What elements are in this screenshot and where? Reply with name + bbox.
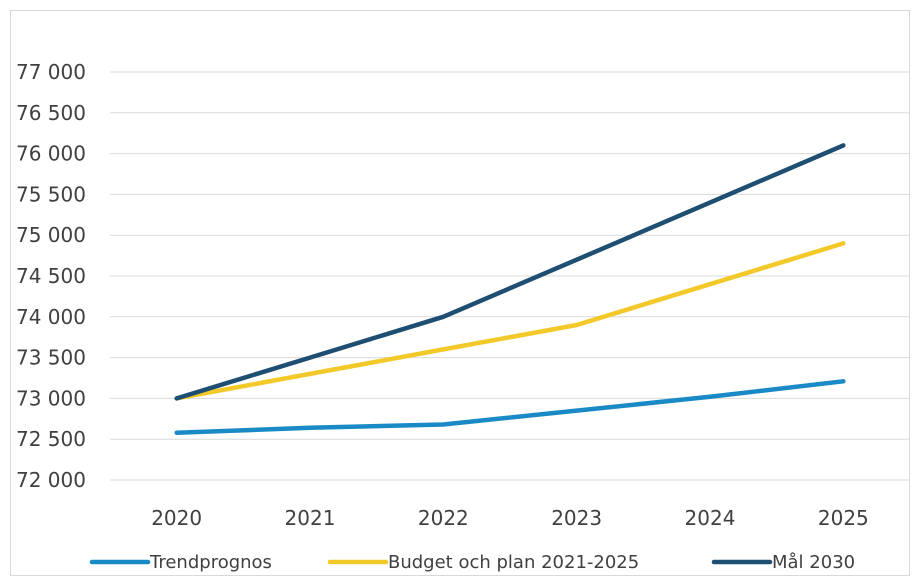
chart-frame — [10, 10, 910, 576]
y-tick-label: 73 000 — [16, 386, 86, 410]
x-tick-label: 2025 — [818, 506, 869, 530]
series-line-3 — [174, 143, 846, 401]
y-tick-label: 73 500 — [16, 346, 86, 370]
y-tick-label: 74 500 — [16, 264, 86, 288]
x-tick-label: 2022 — [418, 506, 469, 530]
x-axis-tick-labels: 2020 2021 2022 2023 2024 2025 — [151, 506, 869, 530]
y-tick-label: 77 000 — [16, 60, 86, 84]
y-tick-label: 72 000 — [16, 468, 86, 492]
y-tick-label: 75 000 — [16, 223, 86, 247]
legend-label-2: Budget och plan 2021-2025 — [388, 552, 639, 573]
y-tick-label: 76 500 — [16, 101, 86, 125]
x-tick-label: 2023 — [551, 506, 602, 530]
x-tick-label: 2020 — [151, 506, 202, 530]
series-line-1 — [174, 379, 846, 435]
x-tick-label: 2024 — [685, 506, 736, 530]
x-tick-label: 2021 — [285, 506, 336, 530]
gridlines — [110, 71, 910, 481]
legend: Trendprognos Budget och plan 2021-2025 Mål… — [89, 552, 855, 573]
y-axis-tick-labels: 72 000 72 500 73 000 73 500 74 000 74 500 75 0… — [16, 60, 86, 492]
y-tick-label: 75 500 — [16, 182, 86, 206]
y-tick-label: 76 000 — [16, 142, 86, 166]
y-tick-label: 74 000 — [16, 305, 86, 329]
legend-label-3: Mål 2030 — [772, 552, 855, 573]
series-line-2 — [174, 241, 846, 401]
series-lines — [174, 143, 846, 435]
legend-label-1: Trendprognos — [149, 552, 272, 573]
y-tick-label: 72 500 — [16, 427, 86, 451]
